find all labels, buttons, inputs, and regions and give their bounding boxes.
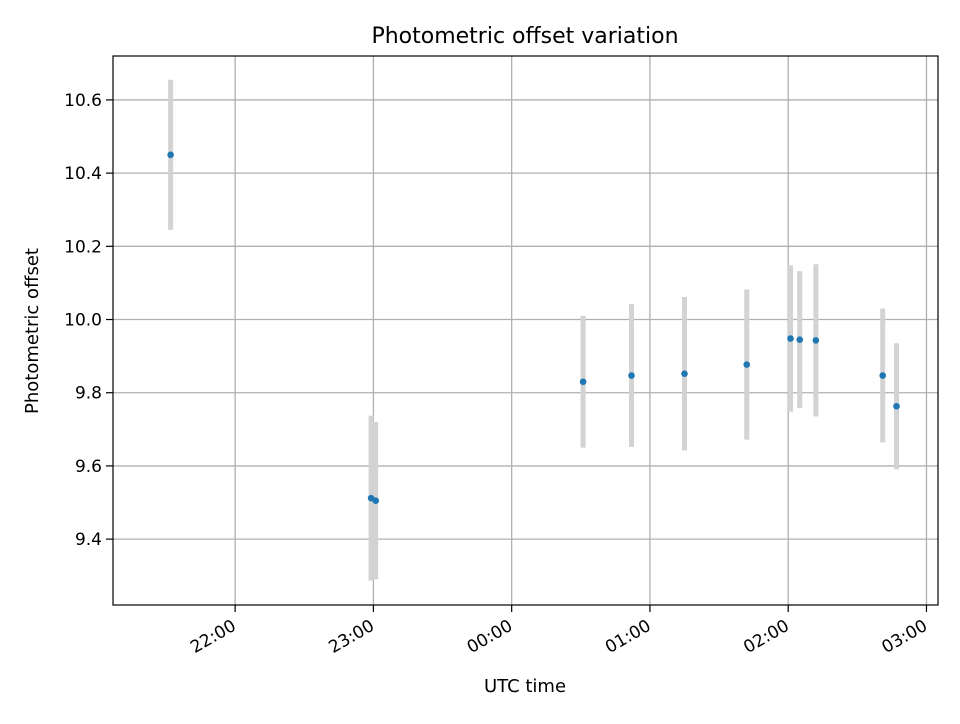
data-point bbox=[796, 336, 804, 343]
grid-lines bbox=[113, 56, 938, 605]
data-point bbox=[879, 372, 886, 379]
y-tick-label: 10.6 bbox=[64, 91, 102, 111]
data-point bbox=[893, 402, 900, 410]
y-axis-ticks: 9.4 9.6 9.8 10.0 10.2 10.4 10.6 bbox=[64, 91, 113, 550]
data-point bbox=[787, 335, 794, 342]
y-tick-label: 10.4 bbox=[64, 164, 102, 184]
data-point bbox=[579, 378, 587, 386]
y-axis-label: Photometric offset bbox=[22, 248, 43, 414]
data-point bbox=[681, 370, 688, 377]
data-points bbox=[167, 151, 900, 504]
data-point bbox=[167, 151, 174, 159]
data-point bbox=[743, 361, 751, 368]
data-point bbox=[812, 337, 820, 344]
y-tick-label: 10.2 bbox=[64, 237, 102, 257]
y-tick-label: 9.8 bbox=[75, 384, 102, 404]
plot-frame bbox=[112, 55, 939, 606]
y-tick-label: 9.4 bbox=[75, 530, 102, 550]
data-point bbox=[372, 497, 380, 504]
x-axis-label: UTC time bbox=[484, 676, 566, 697]
data-point bbox=[628, 372, 635, 379]
y-tick-label: 10.0 bbox=[64, 311, 102, 331]
chart-title: Photometric offset variation bbox=[371, 24, 678, 49]
y-tick-label: 9.6 bbox=[75, 457, 102, 477]
